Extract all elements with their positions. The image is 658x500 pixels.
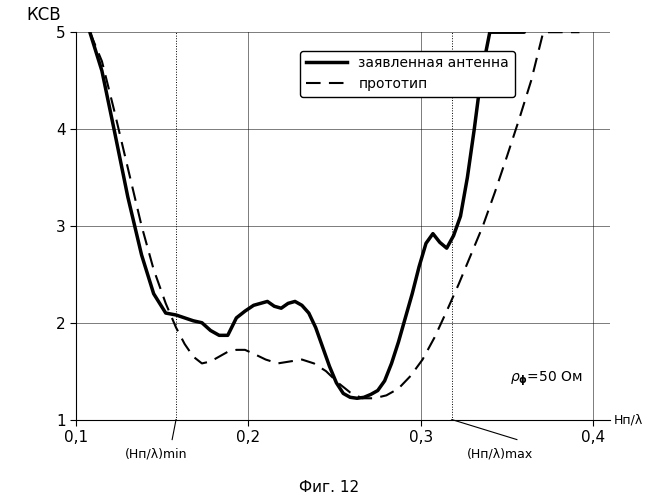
прототип: [407, 373, 415, 379]
прототип: [382, 392, 390, 398]
заявленная антенна: [520, 29, 528, 35]
Legend: заявленная антенна, прототип: заявленная антенна, прототип: [300, 51, 515, 97]
прототип: [241, 347, 249, 353]
заявленная антенна: [353, 396, 361, 402]
прототип: [479, 223, 487, 229]
заявленная антенна: [198, 320, 206, 326]
прототип: [181, 341, 189, 347]
прототип: [98, 58, 106, 64]
прототип: [232, 347, 240, 353]
Line: прототип: прототип: [90, 32, 580, 399]
прототип: [86, 29, 94, 35]
прототип: [540, 29, 547, 35]
заявленная антенна: [86, 29, 94, 35]
Y-axis label: КСВ: КСВ: [27, 6, 61, 25]
заявленная антенна: [277, 305, 285, 311]
прототип: [467, 252, 475, 258]
прототип: [346, 390, 354, 396]
прототип: [138, 223, 145, 229]
прототип: [310, 360, 318, 366]
прототип: [455, 281, 463, 287]
прототип: [551, 29, 559, 35]
прототип: [503, 153, 511, 159]
заявленная антенна: [224, 332, 232, 338]
прототип: [286, 358, 293, 364]
прототип: [215, 354, 223, 360]
прототип: [576, 29, 584, 35]
прототип: [124, 165, 132, 171]
прототип: [249, 350, 257, 356]
прототип: [334, 380, 342, 386]
прототип: [149, 266, 157, 272]
прототип: [418, 356, 426, 362]
прототип: [395, 386, 403, 392]
прототип: [207, 358, 215, 364]
Line: заявленная антенна: заявленная антенна: [90, 32, 524, 399]
прототип: [198, 360, 206, 366]
прототип: [274, 360, 282, 366]
прототип: [443, 308, 451, 314]
прототип: [358, 396, 366, 402]
прототип: [515, 116, 523, 122]
заявленная антенна: [512, 29, 520, 35]
прототип: [110, 106, 118, 112]
прототип: [224, 349, 232, 355]
Text: (Hп/λ)min: (Hп/λ)min: [124, 447, 187, 460]
прототип: [322, 368, 330, 374]
Text: $\rho_\mathbf{\phi}$=50 Ом: $\rho_\mathbf{\phi}$=50 Ом: [511, 370, 583, 388]
Text: (Hп/λ)max: (Hп/λ)max: [467, 447, 534, 460]
прототип: [190, 354, 197, 360]
прототип: [563, 29, 571, 35]
прототип: [431, 334, 439, 340]
прототип: [370, 396, 378, 402]
прототип: [298, 356, 306, 362]
заявленная антенна: [162, 310, 170, 316]
прототип: [527, 78, 535, 84]
прототип: [262, 356, 270, 362]
прототип: [491, 189, 499, 195]
Text: Фиг. 12: Фиг. 12: [299, 480, 359, 495]
прототип: [172, 324, 180, 330]
заявленная антенна: [477, 73, 485, 79]
Text: Hп/λ: Hп/λ: [614, 413, 643, 426]
прототип: [162, 300, 170, 306]
